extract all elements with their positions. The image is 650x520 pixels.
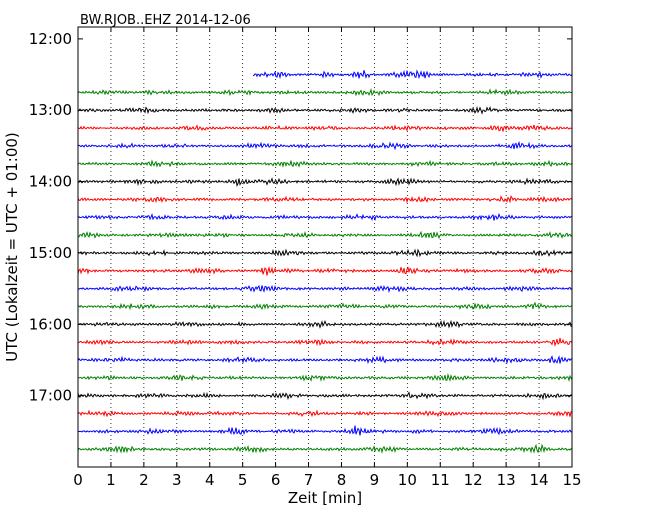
trace-line-20 [77,425,573,436]
x-axis-label: Zeit [min] [288,489,362,507]
trace-line-21 [77,443,573,454]
trace-line-3 [77,124,573,132]
vertical-gridlines [110,27,540,467]
x-tick-label-8: 8 [337,471,347,489]
trace-line-18 [77,391,573,401]
trace-line-7 [77,195,573,204]
x-tick-label-7: 7 [304,471,314,489]
trace-line-13 [77,301,573,311]
x-tick-label-15: 15 [562,471,581,489]
trace-line-12 [77,284,573,294]
trace-line-1 [77,87,573,97]
x-tick-label-14: 14 [530,471,549,489]
x-tick-label-9: 9 [370,471,380,489]
x-tick-label-2: 2 [139,471,149,489]
trace-line-2 [77,106,573,115]
x-tick-label-12: 12 [464,471,483,489]
trace-line-6 [77,177,573,187]
trace-line-14 [77,319,573,329]
trace-line-0 [252,69,573,80]
y-axis-label: UTC (Lokalzeit = UTC + 01:00) [3,132,21,362]
y-tick-label-1: 13:00 [29,101,72,119]
x-axis-ticks: 0 1 2 3 4 5 6 7 8 9 10 11 12 13 14 15 [73,27,582,489]
trace-line-9 [77,230,573,240]
x-tick-label-1: 1 [106,471,116,489]
trace-line-15 [77,337,573,347]
trace-line-5 [77,159,573,168]
plot-frame [77,26,573,468]
y-tick-label-3: 15:00 [29,244,72,262]
x-tick-label-0: 0 [73,471,83,489]
trace-line-10 [77,248,573,258]
y-tick-label-0: 12:00 [29,30,72,48]
y-axis-ticks: 12:00 13:00 14:00 15:00 16:00 17:00 [29,30,572,405]
trace-line-8 [77,212,573,221]
trace-line-4 [77,140,573,151]
x-tick-label-11: 11 [431,471,450,489]
x-tick-label-10: 10 [398,471,417,489]
trace-line-19 [77,409,573,418]
x-tick-label-3: 3 [172,471,182,489]
x-tick-label-13: 13 [497,471,516,489]
trace-line-16 [77,355,573,365]
x-tick-label-6: 6 [271,471,281,489]
x-tick-label-5: 5 [238,471,248,489]
y-tick-label-4: 16:00 [29,315,72,333]
chart-title: BW.RJOB..EHZ 2014-12-06 [80,13,251,28]
trace-line-11 [77,265,573,276]
y-tick-label-5: 17:00 [29,387,72,405]
x-tick-label-4: 4 [205,471,215,489]
y-tick-label-2: 14:00 [29,173,72,191]
trace-line-17 [77,372,573,382]
trace-group [77,69,573,454]
